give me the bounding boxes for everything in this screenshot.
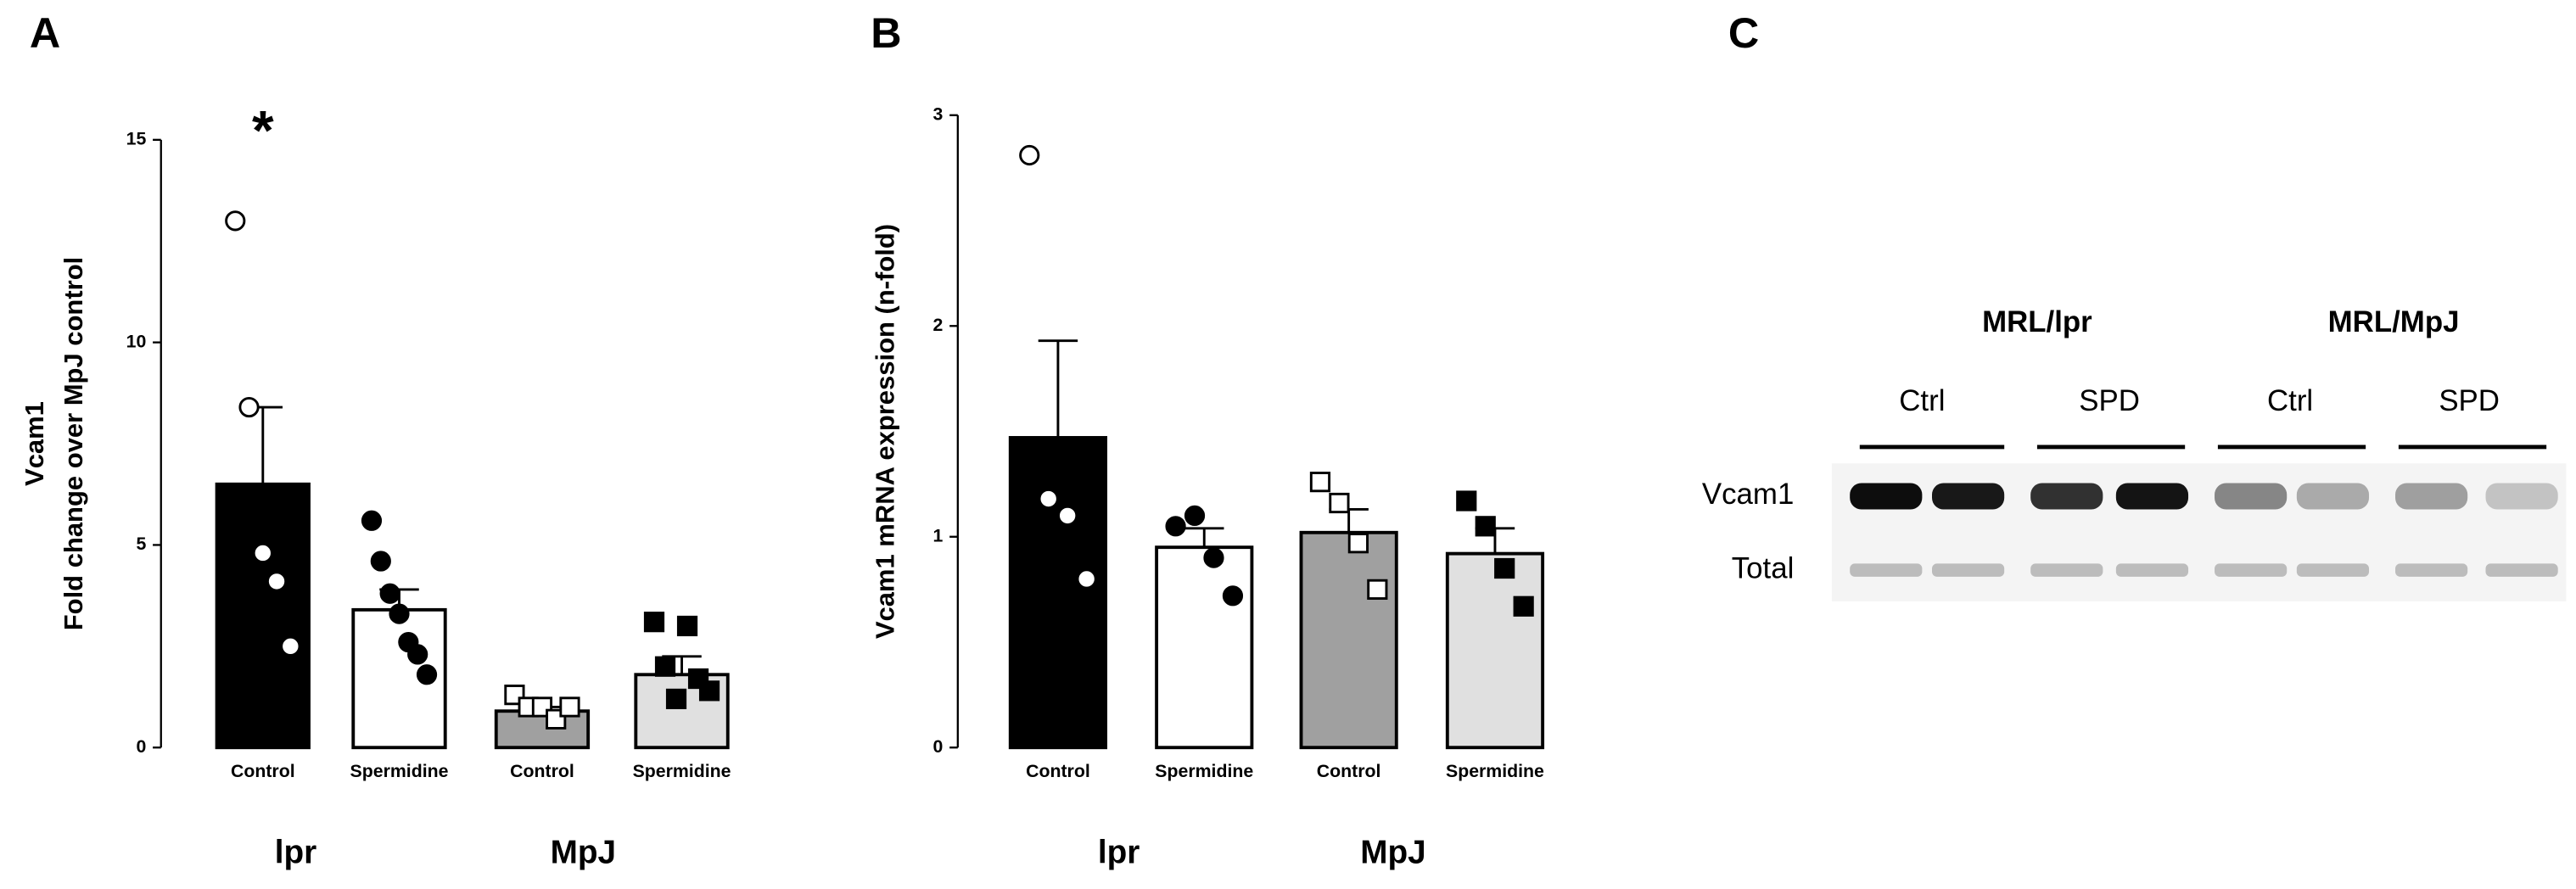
data-point — [676, 615, 698, 637]
bar — [1155, 545, 1254, 750]
band — [2030, 563, 2103, 577]
band — [1850, 483, 1923, 510]
data-point — [1456, 490, 1477, 512]
panel-letter: C — [1728, 8, 1759, 57]
row-label: Total — [1732, 551, 1795, 584]
data-point — [1165, 516, 1186, 537]
data-point — [665, 688, 687, 710]
data-point — [280, 635, 301, 657]
group-label: MpJ — [1360, 834, 1425, 870]
band — [2115, 563, 2189, 577]
data-point — [266, 571, 288, 592]
data-point — [389, 603, 410, 624]
bar — [1008, 436, 1108, 750]
band — [2395, 483, 2468, 510]
data-point — [1309, 472, 1331, 493]
band — [2115, 483, 2189, 510]
group-label: lpr — [1098, 834, 1140, 870]
data-point — [698, 680, 720, 702]
x-tick-label: Control — [1317, 761, 1381, 781]
band — [1850, 563, 1923, 577]
y-axis-label: Vcam1 — [20, 401, 49, 486]
data-point — [361, 510, 383, 531]
group-label: MRL/MpJ — [2328, 305, 2460, 338]
data-point — [407, 644, 428, 665]
x-tick-label: Spermidine — [350, 761, 449, 781]
lane-label: SPD — [2439, 384, 2500, 417]
lane-label: Ctrl — [1899, 384, 1945, 417]
data-point — [1329, 492, 1350, 514]
data-point — [1513, 595, 1534, 617]
band — [2485, 483, 2558, 510]
band — [2296, 483, 2370, 510]
y-tick-label: 2 — [933, 315, 944, 335]
data-point — [252, 542, 273, 564]
data-point — [643, 612, 665, 633]
y-tick-label: 1 — [933, 525, 944, 545]
bar — [215, 482, 311, 750]
annotation: * — [252, 98, 274, 161]
y-axis-label: Fold change over MpJ control — [59, 257, 88, 631]
x-tick-label: Spermidine — [1446, 761, 1544, 781]
band — [1932, 563, 2005, 577]
x-tick-label: Control — [1026, 761, 1090, 781]
x-tick-label: Control — [231, 761, 295, 781]
y-tick-label: 0 — [136, 736, 146, 757]
data-point — [1475, 516, 1496, 537]
data-point — [1057, 505, 1078, 527]
y-tick-label: 5 — [136, 534, 146, 554]
data-point — [1367, 579, 1388, 600]
band — [2030, 483, 2103, 510]
data-point — [654, 656, 676, 677]
band — [2215, 483, 2288, 510]
band — [2485, 563, 2558, 577]
data-point — [416, 664, 438, 685]
data-point — [1222, 585, 1244, 607]
lane-label: Ctrl — [2267, 384, 2313, 417]
data-point — [559, 696, 580, 718]
data-point — [1347, 533, 1369, 554]
data-point — [1038, 488, 1059, 510]
data-point — [1494, 557, 1515, 579]
y-tick-label: 0 — [933, 736, 944, 757]
y-axis-label: Vcam1 mRNA expression (n-fold) — [871, 224, 900, 639]
panel-letter: B — [871, 8, 901, 57]
band — [1932, 483, 2005, 510]
y-tick-label: 15 — [126, 128, 147, 148]
bar — [1445, 551, 1545, 750]
group-label: MpJ — [551, 834, 616, 870]
panel-letter: A — [30, 8, 60, 57]
y-tick-label: 3 — [933, 103, 944, 124]
group-label: MRL/lpr — [1982, 305, 2092, 338]
data-point — [1076, 568, 1097, 590]
bar — [1299, 530, 1398, 750]
data-point — [238, 396, 260, 418]
band — [2215, 563, 2288, 577]
x-tick-label: Spermidine — [1155, 761, 1253, 781]
lane-label: SPD — [2079, 384, 2140, 417]
data-point — [379, 583, 400, 604]
x-tick-label: Spermidine — [633, 761, 731, 781]
data-point — [1203, 547, 1224, 568]
data-point — [370, 551, 391, 572]
data-point — [1184, 505, 1206, 527]
data-point — [1019, 144, 1040, 166]
row-label: Vcam1 — [1702, 478, 1794, 511]
x-tick-label: Control — [510, 761, 574, 781]
group-label: lpr — [275, 834, 316, 870]
band — [2296, 563, 2370, 577]
data-point — [225, 210, 246, 232]
y-tick-label: 10 — [126, 331, 147, 351]
band — [2395, 563, 2468, 577]
